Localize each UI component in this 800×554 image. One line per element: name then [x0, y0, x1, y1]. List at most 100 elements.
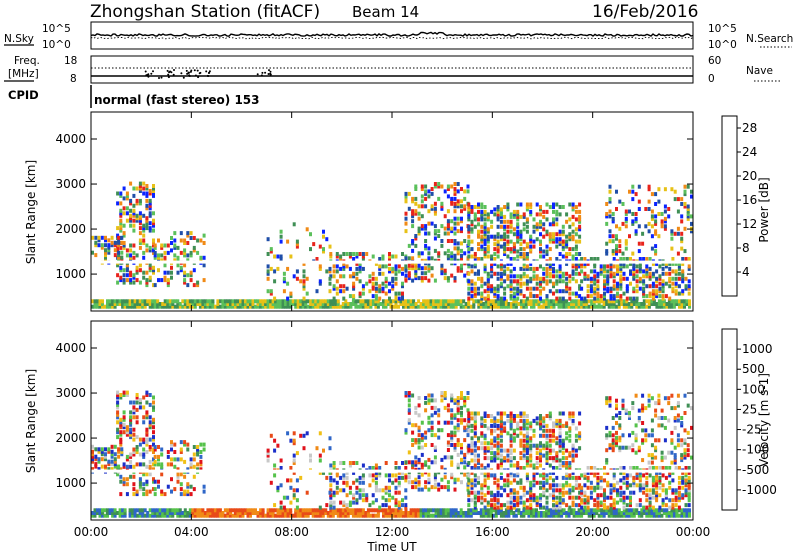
range-time-cell	[683, 202, 687, 206]
range-time-cell	[525, 431, 529, 436]
range-time-cell	[477, 209, 480, 214]
range-time-cell	[409, 513, 413, 518]
range-time-cell	[453, 413, 457, 418]
range-time-cell	[135, 270, 139, 275]
range-time-cell	[668, 266, 672, 271]
range-time-cell	[389, 302, 393, 306]
range-time-cell	[312, 242, 316, 247]
range-time-cell	[192, 245, 196, 250]
range-time-cell	[558, 274, 562, 279]
range-time-cell	[527, 299, 531, 304]
range-time-cell	[655, 480, 659, 485]
noise-panel: N.Sky 10^5 10^0 10^5 10^0 N.Search	[4, 21, 793, 51]
range-time-cell	[683, 508, 686, 513]
range-time-cell	[434, 304, 438, 309]
range-time-cell	[651, 284, 655, 289]
range-time-cell	[496, 254, 500, 259]
range-time-cell	[629, 261, 632, 266]
range-time-cell	[166, 304, 170, 309]
range-time-cell	[364, 304, 368, 309]
range-time-cell	[665, 508, 669, 513]
range-time-cell	[342, 261, 346, 266]
range-time-cell	[490, 503, 494, 508]
range-time-cell	[493, 423, 497, 428]
range-time-cell	[433, 448, 437, 452]
range-time-cell	[567, 302, 571, 306]
range-time-cell	[539, 249, 542, 254]
range-time-cell	[148, 278, 152, 283]
range-time-cell	[401, 284, 404, 289]
range-time-cell	[414, 187, 418, 191]
range-time-cell	[611, 443, 615, 448]
range-time-cell	[148, 437, 152, 442]
range-time-cell	[680, 231, 684, 236]
range-time-cell	[201, 299, 205, 304]
range-time-cell	[516, 281, 520, 286]
range-time-cell	[334, 302, 338, 306]
range-time-cell	[596, 296, 600, 301]
range-time-cell	[571, 271, 575, 276]
range-time-cell	[499, 244, 503, 249]
range-time-cell	[356, 299, 360, 304]
range-time-cell	[119, 221, 123, 226]
range-time-cell	[671, 289, 675, 294]
range-time-cell	[592, 302, 596, 306]
range-time-cell	[516, 224, 520, 229]
range-time-cell	[304, 508, 308, 513]
range-time-cell	[622, 302, 626, 306]
range-time-cell	[489, 511, 493, 515]
range-time-cell	[473, 261, 477, 266]
nave-dropout-dot	[187, 72, 190, 74]
range-time-cell	[529, 279, 533, 284]
range-time-cell	[651, 480, 655, 485]
range-time-cell	[632, 508, 636, 513]
range-time-cell	[519, 242, 523, 247]
range-time-cell	[578, 264, 582, 269]
range-time-cell	[335, 254, 339, 259]
range-time-cell	[612, 513, 616, 518]
cpid-label: CPID	[8, 88, 39, 102]
range-time-cell	[555, 441, 559, 446]
range-time-cell	[677, 271, 681, 276]
range-time-cell	[645, 284, 649, 289]
range-time-cell	[571, 456, 575, 461]
range-time-cell	[681, 470, 685, 475]
range-time-cell	[560, 508, 564, 513]
range-time-cell	[142, 223, 146, 228]
range-time-cell	[619, 493, 623, 498]
range-time-cell	[119, 442, 123, 447]
range-time-cell	[286, 302, 290, 306]
range-time-cell	[98, 513, 102, 518]
range-time-cell	[582, 304, 586, 309]
range-time-cell	[443, 475, 447, 480]
range-time-cell	[571, 257, 575, 261]
range-time-cell	[503, 428, 507, 433]
range-time-cell	[522, 448, 526, 453]
range-time-cell	[502, 302, 506, 306]
range-time-cell	[394, 513, 398, 518]
range-time-cell	[542, 421, 546, 426]
range-time-cell	[467, 217, 471, 222]
range-time-cell	[157, 479, 160, 484]
range-time-cell	[171, 508, 175, 513]
range-time-cell	[401, 252, 404, 256]
range-time-cell	[141, 511, 145, 515]
range-time-cell	[199, 462, 203, 467]
range-time-cell	[565, 304, 569, 309]
range-time-cell	[651, 483, 655, 488]
range-time-cell	[432, 299, 436, 304]
range-time-cell	[625, 511, 629, 515]
range-time-cell	[635, 299, 639, 304]
range-time-cell	[266, 271, 270, 276]
range-time-cell	[638, 286, 642, 291]
range-time-cell	[619, 490, 623, 495]
range-time-cell	[411, 239, 415, 243]
range-time-cell	[460, 480, 463, 485]
range-time-cell	[548, 448, 552, 453]
range-time-cell	[443, 231, 447, 236]
colorbar-tick-label: 20	[742, 169, 757, 183]
range-time-cell	[356, 511, 360, 515]
range-time-cell	[509, 416, 513, 421]
range-time-cell	[192, 283, 196, 288]
range-time-cell	[525, 414, 529, 418]
